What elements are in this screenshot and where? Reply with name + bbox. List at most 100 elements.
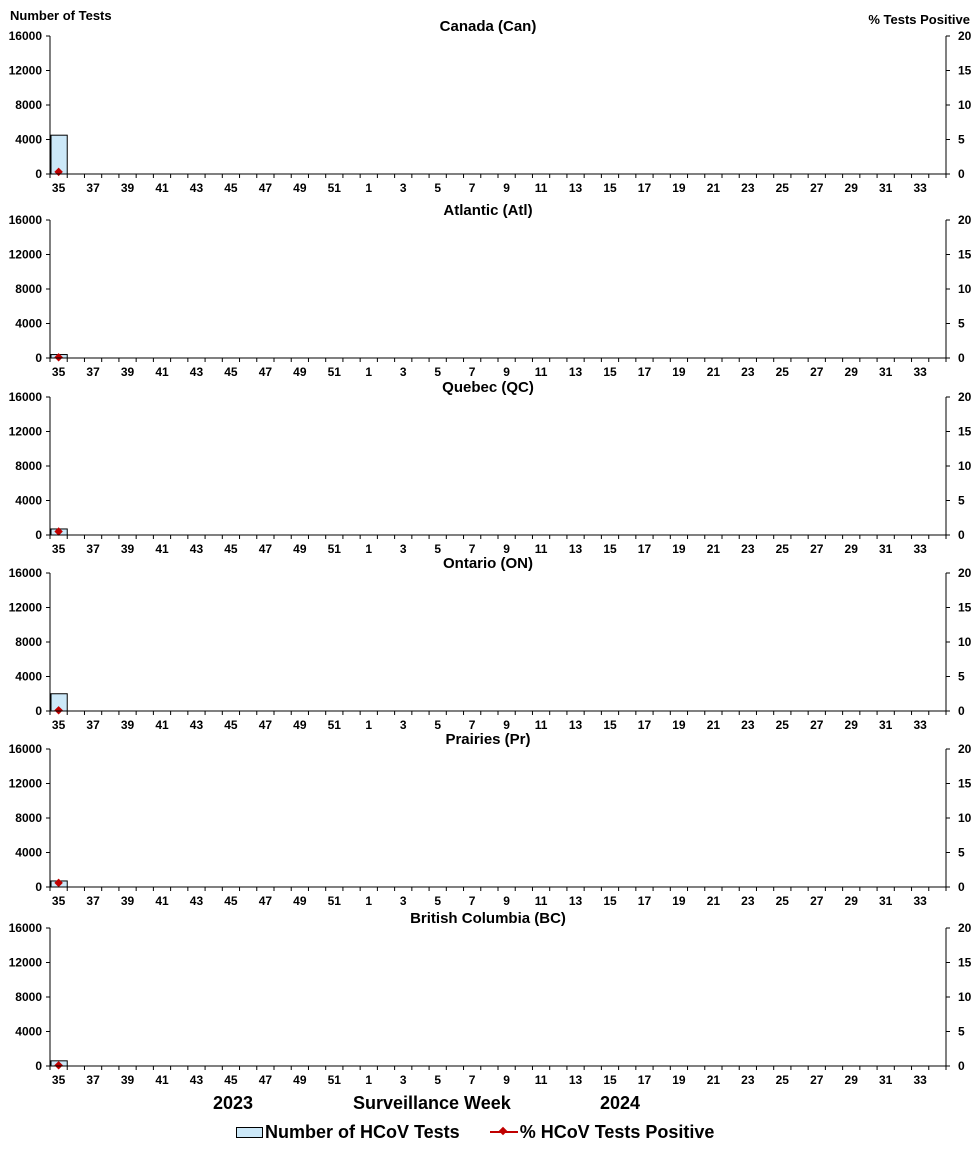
x-tick-label: 29 (845, 718, 859, 732)
right-axis-title: % Tests Positive (868, 12, 970, 27)
x-tick-label: 49 (293, 1073, 307, 1087)
x-tick-label: 7 (469, 894, 476, 908)
panel-prairies-pr: Prairies (Pr)040008000120001600005101520… (9, 731, 972, 908)
x-tick-label: 41 (155, 365, 169, 379)
x-tick-label: 35 (52, 1073, 66, 1087)
x-tick-label: 7 (469, 1073, 476, 1087)
x-tick-label: 1 (365, 542, 372, 556)
x-tick-label: 19 (672, 1073, 686, 1087)
right-tick-label: 0 (958, 1059, 965, 1073)
x-tick-label: 39 (121, 894, 135, 908)
panel-title: Atlantic (Atl) (443, 202, 532, 219)
x-tick-label: 21 (707, 894, 721, 908)
panel-canada-can: Canada (Can)0400080001200016000051015203… (9, 18, 972, 195)
x-tick-label: 33 (913, 1073, 927, 1087)
x-tick-label: 3 (400, 365, 407, 379)
x-tick-label: 43 (190, 1073, 204, 1087)
right-tick-label: 5 (958, 133, 965, 147)
x-tick-label: 35 (52, 181, 66, 195)
x-tick-label: 15 (603, 181, 617, 195)
x-tick-label: 5 (434, 365, 441, 379)
right-tick-label: 5 (958, 494, 965, 508)
x-tick-label: 47 (259, 1073, 273, 1087)
right-tick-label: 0 (958, 351, 965, 365)
x-tick-label: 9 (503, 181, 510, 195)
left-tick-label: 8000 (15, 282, 42, 296)
x-tick-label: 45 (224, 542, 238, 556)
x-tick-label: 51 (328, 181, 342, 195)
left-tick-label: 8000 (15, 459, 42, 473)
left-tick-label: 16000 (9, 742, 43, 756)
x-tick-label: 7 (469, 365, 476, 379)
x-tick-label: 9 (503, 542, 510, 556)
x-tick-label: 3 (400, 542, 407, 556)
x-tick-label: 49 (293, 365, 307, 379)
x-tick-label: 45 (224, 365, 238, 379)
left-tick-label: 4000 (15, 1025, 42, 1039)
right-tick-label: 20 (958, 742, 972, 756)
x-tick-label: 11 (535, 894, 548, 908)
year-label-2023: 2023 (213, 1093, 254, 1113)
x-tick-label: 45 (224, 181, 238, 195)
right-tick-label: 15 (958, 601, 972, 615)
x-tick-label: 27 (810, 894, 824, 908)
x-tick-label: 33 (913, 181, 927, 195)
x-tick-label: 19 (672, 894, 686, 908)
x-tick-label: 41 (155, 1073, 169, 1087)
x-tick-label: 37 (86, 1073, 100, 1087)
x-tick-label: 9 (503, 718, 510, 732)
x-tick-label: 51 (328, 894, 342, 908)
x-tick-label: 17 (638, 181, 652, 195)
x-tick-label: 51 (328, 718, 342, 732)
x-tick-label: 29 (845, 365, 859, 379)
left-tick-label: 16000 (9, 29, 43, 43)
right-tick-label: 15 (958, 425, 972, 439)
right-tick-label: 0 (958, 880, 965, 894)
x-tick-label: 49 (293, 894, 307, 908)
left-tick-label: 4000 (15, 494, 42, 508)
left-tick-label: 4000 (15, 317, 42, 331)
panel-british-columbia-bc: British Columbia (BC) 0 4000 8000 12000 16000… (9, 910, 972, 1087)
x-tick-label: 25 (776, 365, 790, 379)
x-tick-label: 43 (190, 718, 204, 732)
x-tick-label: 21 (707, 365, 721, 379)
x-tick-label: 27 (810, 542, 824, 556)
x-tick-label: 49 (293, 542, 307, 556)
right-tick-label: 10 (958, 811, 972, 825)
x-tick-label: 3 (400, 718, 407, 732)
right-tick-label: 0 (958, 167, 965, 181)
x-tick-label: 19 (672, 718, 686, 732)
panel-title: Canada (Can) (440, 18, 537, 35)
x-tick-label: 31 (879, 894, 893, 908)
x-tick-label: 11 (535, 542, 548, 556)
x-tick-label: 31 (879, 1073, 893, 1087)
x-tick-label: 5 (434, 1073, 441, 1087)
left-tick-label: 0 (35, 351, 42, 365)
x-tick-label: 37 (86, 365, 100, 379)
x-tick-label: 5 (434, 542, 441, 556)
left-tick-label: 0 (35, 1059, 42, 1073)
x-tick-label: 35 (52, 542, 66, 556)
right-tick-label: 10 (958, 282, 972, 296)
x-tick-label: 9 (503, 894, 510, 908)
x-tick-label: 17 (638, 365, 652, 379)
legend-swatch-tests (236, 1126, 263, 1138)
left-tick-label: 16000 (9, 921, 43, 935)
x-tick-label: 39 (121, 542, 135, 556)
x-tick-label: 49 (293, 718, 307, 732)
x-tick-label: 21 (707, 1073, 721, 1087)
x-tick-label: 21 (707, 181, 721, 195)
x-tick-label: 3 (400, 181, 407, 195)
x-tick-label: 27 (810, 1073, 824, 1087)
x-tick-label: 39 (121, 1073, 135, 1087)
x-tick-label: 1 (365, 718, 372, 732)
x-tick-label: 39 (121, 365, 135, 379)
x-tick-label: 1 (365, 894, 372, 908)
x-tick-label: 25 (776, 894, 790, 908)
x-tick-label: 3 (400, 1073, 407, 1087)
left-tick-label: 8000 (15, 811, 42, 825)
x-tick-label: 47 (259, 894, 273, 908)
panel-title: British Columbia (BC) (410, 910, 566, 927)
right-tick-label: 15 (958, 64, 972, 78)
x-tick-label: 31 (879, 365, 893, 379)
